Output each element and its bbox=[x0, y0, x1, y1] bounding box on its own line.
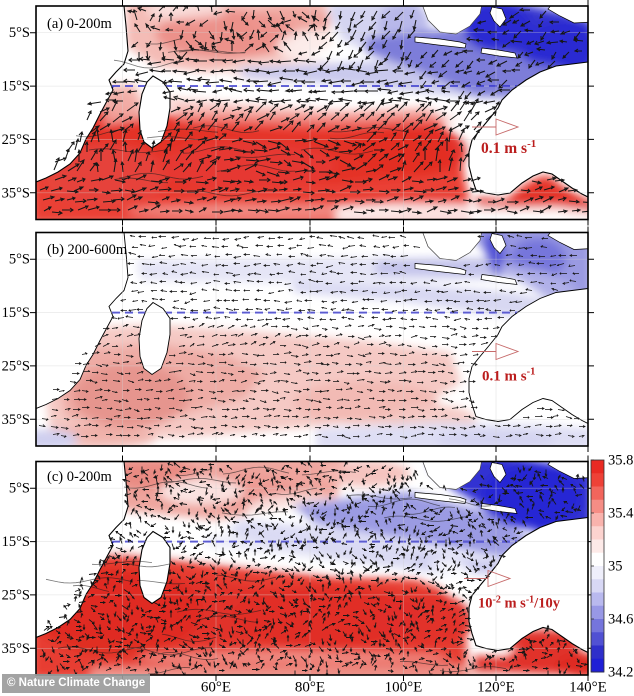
svg-text:15°S: 15°S bbox=[2, 534, 30, 550]
svg-text:100°E: 100°E bbox=[385, 680, 423, 696]
svg-text:120°E: 120°E bbox=[477, 680, 515, 696]
svg-text:5°S: 5°S bbox=[9, 25, 30, 41]
svg-text:15°S: 15°S bbox=[2, 79, 30, 95]
svg-text:34.2: 34.2 bbox=[608, 665, 633, 681]
svg-text:25°S: 25°S bbox=[2, 132, 30, 148]
svg-text:(a) 0-200m: (a) 0-200m bbox=[47, 16, 113, 32]
svg-text:35°S: 35°S bbox=[2, 412, 30, 428]
svg-text:5°S: 5°S bbox=[9, 481, 30, 497]
svg-text:34.6: 34.6 bbox=[608, 612, 633, 628]
svg-text:(b) 200-600m: (b) 200-600m bbox=[47, 242, 128, 258]
svg-text:25°S: 25°S bbox=[2, 587, 30, 603]
svg-text:(c) 0-200m: (c) 0-200m bbox=[47, 469, 113, 485]
svg-text:35.4: 35.4 bbox=[608, 506, 634, 522]
svg-text:10-2 m s-1/10y: 10-2 m s-1/10y bbox=[478, 595, 561, 612]
svg-text:60°E: 60°E bbox=[201, 680, 231, 696]
svg-text:35: 35 bbox=[608, 559, 623, 575]
svg-text:15°S: 15°S bbox=[2, 305, 30, 321]
svg-text:35°S: 35°S bbox=[2, 641, 30, 657]
svg-text:5°S: 5°S bbox=[9, 252, 30, 268]
svg-text:140°E: 140°E bbox=[569, 680, 607, 696]
svg-text:80°E: 80°E bbox=[295, 680, 325, 696]
svg-text:35.8: 35.8 bbox=[608, 453, 633, 469]
svg-text:35°S: 35°S bbox=[2, 185, 30, 201]
svg-text:0.1 m s-1: 0.1 m s-1 bbox=[481, 138, 536, 157]
svg-text:25°S: 25°S bbox=[2, 358, 30, 374]
svg-text:0.1 m s-1: 0.1 m s-1 bbox=[482, 367, 535, 385]
